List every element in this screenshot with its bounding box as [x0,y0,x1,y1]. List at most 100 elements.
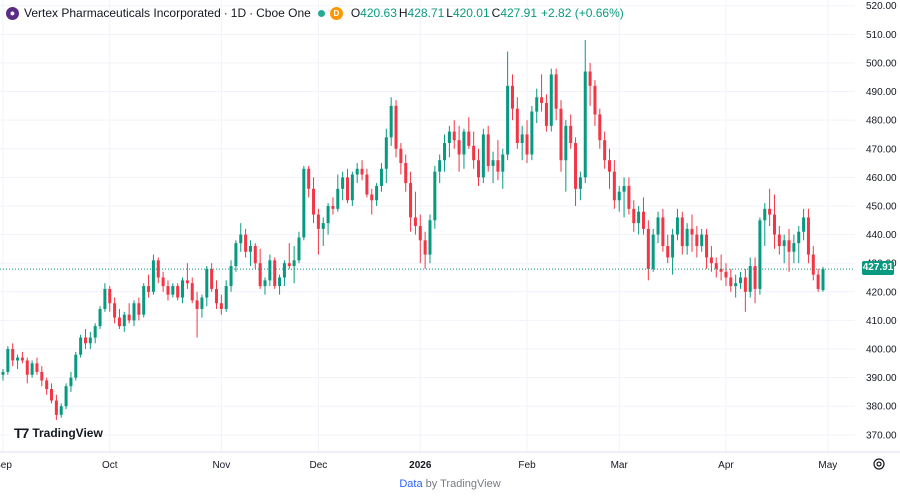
close-value: 427.91 [500,6,538,20]
candle-body [593,85,597,115]
candle-body [413,217,417,226]
candle-body [569,125,573,144]
legend-separator-icon: · [249,6,254,20]
candle-body [695,234,699,247]
candle-body [253,246,257,264]
candle-body [93,326,97,338]
time-tick-label: 2026 [409,460,432,471]
candle-body [734,283,738,287]
candle-body [637,211,641,224]
price-tick-label: 420.00 [866,287,897,298]
low-value: 420.01 [452,6,490,20]
candle-body [447,131,451,144]
price-tick-label: 410.00 [866,316,897,327]
time-axis[interactable]: SepOctNovDec2026FebMarAprMayJun [0,460,900,471]
candle-body [792,243,796,252]
candle-body [510,85,514,109]
candle-body [336,188,340,209]
candle-body [802,217,806,232]
candle-body [530,111,534,155]
time-tick-label: Sep [0,460,12,471]
legend-separator-icon: · [223,6,228,20]
candle-body [103,288,107,309]
candle-body [365,174,369,195]
candle-body [83,337,87,344]
candle-body [705,234,709,258]
candle-body [724,271,728,278]
price-tick-label: 400.00 [866,345,897,356]
delayed-data-badge[interactable]: D [329,6,343,20]
candle-body [787,240,791,252]
chart-legend: ● Vertex Pharmaceuticals Incorporated · … [6,4,624,22]
candle-body [1,371,5,375]
candle-body [25,360,29,375]
price-tick-label: 390.00 [866,373,897,384]
high-value: 428.71 [407,6,445,20]
candle-body [379,168,383,186]
symbol-title[interactable]: Vertex Pharmaceuticals Incorporated [24,6,221,20]
candle-body [341,177,345,189]
candle-body [224,286,228,309]
tradingview-wordmark: TradingView [32,426,103,440]
candle-body [258,263,262,287]
candle-body [98,308,102,327]
time-tick-label: Nov [212,460,230,471]
candle-body [200,297,204,309]
candle-body [370,194,374,201]
tradingview-logo[interactable]: T7 TradingView [10,420,103,446]
candle-body [617,191,621,201]
last-price-tag: 427.91 [862,261,894,275]
candle-body [535,97,539,112]
candle-body [777,234,781,247]
candle-body [122,314,126,327]
candle-body [588,71,592,86]
price-tick-label: 440.00 [866,230,897,241]
candle-body [20,357,24,361]
candle-body [409,183,413,218]
candle-body [690,228,694,235]
candle-body [758,220,762,289]
price-axis[interactable]: 370.00380.00390.00400.00410.00420.00430.… [866,1,897,441]
candle-body [671,234,675,258]
candle-body [35,363,39,372]
candle-body [423,240,427,255]
market-status-icon[interactable] [317,9,325,17]
candle-body [729,277,733,287]
candle-body [806,217,810,255]
candle-body [438,160,442,172]
candle-body [394,105,398,149]
low-label: L [446,6,453,20]
candle-body [748,266,752,292]
candle-body [399,148,403,164]
candle-body [559,108,563,161]
candle-body [384,137,388,169]
time-tick-label: Apr [718,460,734,471]
price-tick-label: 520.00 [866,1,897,12]
candle-body [462,131,466,155]
candle-body [661,217,665,247]
candle-body [700,234,704,247]
symbol-interval[interactable]: 1D [230,6,247,20]
candle-body [117,317,121,327]
candle-body [486,134,490,166]
candle-body [709,257,713,264]
price-tick-label: 380.00 [866,402,897,413]
candle-body [30,363,34,375]
data-link[interactable]: Data [399,478,423,490]
candle-body [743,277,747,292]
settings-gear-icon[interactable] [872,457,886,471]
candle-body [714,263,718,269]
symbol-logo-icon: ● [6,6,19,20]
candle-body [268,260,272,281]
candle-body [404,163,408,184]
candle-body [147,286,151,292]
candle-body [239,234,243,244]
attribution: Data by TradingView [0,478,900,490]
candle-body [292,260,296,267]
candle-body [302,168,306,238]
candle-body [666,246,670,258]
candle-body [156,260,160,278]
price-tick-label: 510.00 [866,30,897,41]
candle-body [273,260,277,287]
